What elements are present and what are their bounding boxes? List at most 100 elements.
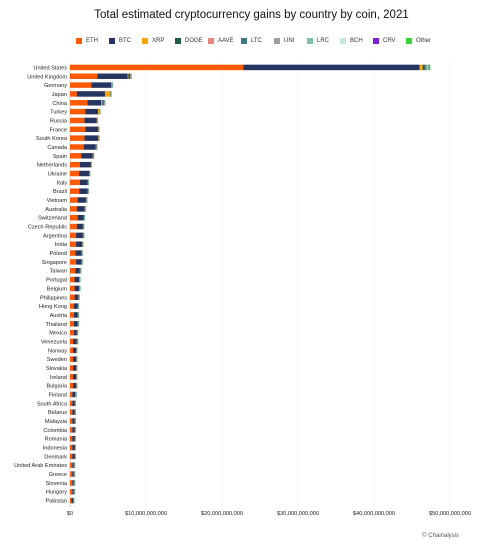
bar-thailand-btc: [73, 321, 78, 327]
category-label-bulgaria: Bulgaria: [46, 384, 67, 390]
bar-bulgaria-btc: [73, 382, 77, 389]
bar-turkey-btc: [85, 108, 99, 115]
category-label-philippines: Philippines: [40, 295, 67, 301]
category-label-turkey: Turkey: [50, 110, 67, 116]
bar-colombia-eth: [70, 427, 73, 433]
bar-india-btc: [76, 241, 83, 247]
x-tick-label: $30,000,000,000: [277, 511, 319, 517]
bar-thailand-eth: [70, 321, 74, 327]
category-label-taiwan: Taiwan: [50, 269, 67, 275]
bar-taiwan-eth: [70, 267, 76, 274]
category-label-ireland: Ireland: [50, 375, 67, 381]
bar-mexico-btc: [73, 329, 77, 336]
bar-pakistan-btc: [71, 497, 74, 504]
bar-united-kingdom-xrp: [127, 73, 129, 80]
legend-label: AAVE: [218, 38, 234, 44]
category-label-ukraine: Ukraine: [48, 172, 67, 178]
category-label-united-states: United States: [33, 65, 67, 71]
legend-swatch: [142, 38, 148, 44]
bar-austria-btc: [73, 312, 78, 318]
category-label-spain: Spain: [53, 154, 67, 160]
category-label-denmark: Denmark: [44, 454, 67, 460]
category-label-portugal: Portugal: [46, 278, 67, 284]
bar-spain-eth: [70, 153, 82, 159]
bar-ukraine-btc: [79, 170, 89, 177]
legend-item-lrc: LRC: [307, 38, 329, 44]
bar-greece-eth: [70, 471, 73, 477]
x-tick-label: $10,000,000,000: [125, 511, 167, 517]
bar-italy-btc: [79, 179, 88, 186]
category-label-argentina: Argentina: [43, 233, 68, 239]
bar-spain-btc: [81, 153, 93, 159]
bar-philippines-btc: [74, 294, 79, 301]
category-label-sweden: Sweden: [47, 357, 67, 363]
bar-greece-btc: [72, 471, 74, 477]
bar-pakistan-eth: [70, 497, 72, 504]
bar-canada-btc: [83, 144, 96, 150]
x-tick-label: $0: [67, 511, 73, 517]
bar-south-africa-btc: [72, 400, 75, 407]
bar-venezuela-eth: [70, 338, 74, 345]
bar-canada-eth: [70, 144, 84, 150]
legend-swatch: [76, 38, 82, 44]
category-label-netherlands: Netherlands: [37, 163, 67, 169]
legend-item-ltc: LTC: [241, 38, 262, 44]
bar-austria-eth: [70, 312, 74, 318]
legend-label: XRP: [152, 38, 165, 44]
bar-vietnam-btc: [77, 197, 86, 203]
category-label-hungary: Hungary: [46, 490, 67, 496]
bar-brazil-btc: [79, 188, 88, 194]
bar-belarus-eth: [70, 409, 73, 415]
bar-sweden-btc: [73, 356, 77, 362]
bar-france-eth: [70, 126, 86, 133]
category-label-czech-republic: Czech Republic: [28, 225, 67, 231]
bar-portugal-eth: [70, 276, 75, 283]
category-label-italy: Italy: [57, 180, 67, 186]
bar-south-africa-eth: [70, 400, 73, 407]
bar-singapore-eth: [70, 259, 77, 265]
bar-germany-btc: [91, 82, 112, 88]
category-label-china: China: [52, 101, 68, 107]
bar-norway-btc: [73, 347, 77, 354]
x-tick-label: $50,000,000,000: [429, 511, 471, 517]
bar-south-korea-eth: [70, 135, 85, 141]
category-label-belgium: Belgium: [47, 286, 68, 292]
category-label-slovenia: Slovenia: [46, 481, 68, 487]
legend-label: LRC: [317, 38, 330, 44]
legend-item-other: Other: [406, 38, 431, 44]
bar-czech-republic-btc: [76, 223, 83, 230]
legend-swatch: [175, 38, 181, 44]
bar-australia-btc: [76, 206, 85, 212]
category-label-hong-kong: Hong Kong: [39, 304, 67, 310]
bar-poland-btc: [75, 250, 82, 256]
bar-italy-eth: [70, 179, 80, 186]
category-label-finland: Finland: [49, 393, 67, 399]
legend-item-eth: ETH: [76, 38, 98, 44]
legend-swatch: [340, 38, 346, 44]
bar-romania-eth: [70, 435, 73, 442]
category-label-united-kingdom: United Kingdom: [27, 74, 67, 80]
bar-slovenia-eth: [70, 480, 73, 486]
bar-belgium-eth: [70, 285, 75, 292]
bar-united-states-ltc: [425, 64, 427, 71]
bar-bulgaria-eth: [70, 382, 74, 389]
bar-singapore-btc: [76, 259, 82, 265]
category-label-vietnam: Vietnam: [47, 198, 68, 204]
legend-label: CRV: [383, 38, 396, 44]
bar-malaysia-btc: [72, 418, 75, 424]
category-label-romania: Romania: [45, 437, 68, 443]
bar-japan-eth: [70, 91, 77, 97]
bar-japan-xrp: [104, 91, 111, 97]
category-label-pakistan: Pakistan: [46, 499, 67, 505]
bar-norway-eth: [70, 347, 74, 354]
bar-china-xrp: [101, 100, 102, 106]
bar-ukraine-eth: [70, 170, 80, 177]
bar-denmark-eth: [70, 453, 73, 460]
bar-turkey-eth: [70, 108, 86, 115]
bar-united-states-other: [428, 64, 431, 71]
bar-hungary-btc: [72, 488, 74, 495]
bar-finland-eth: [70, 391, 73, 398]
bar-united-kingdom-doge: [128, 73, 131, 80]
bar-denmark-btc: [72, 453, 75, 460]
category-label-norway: Norway: [48, 348, 67, 354]
